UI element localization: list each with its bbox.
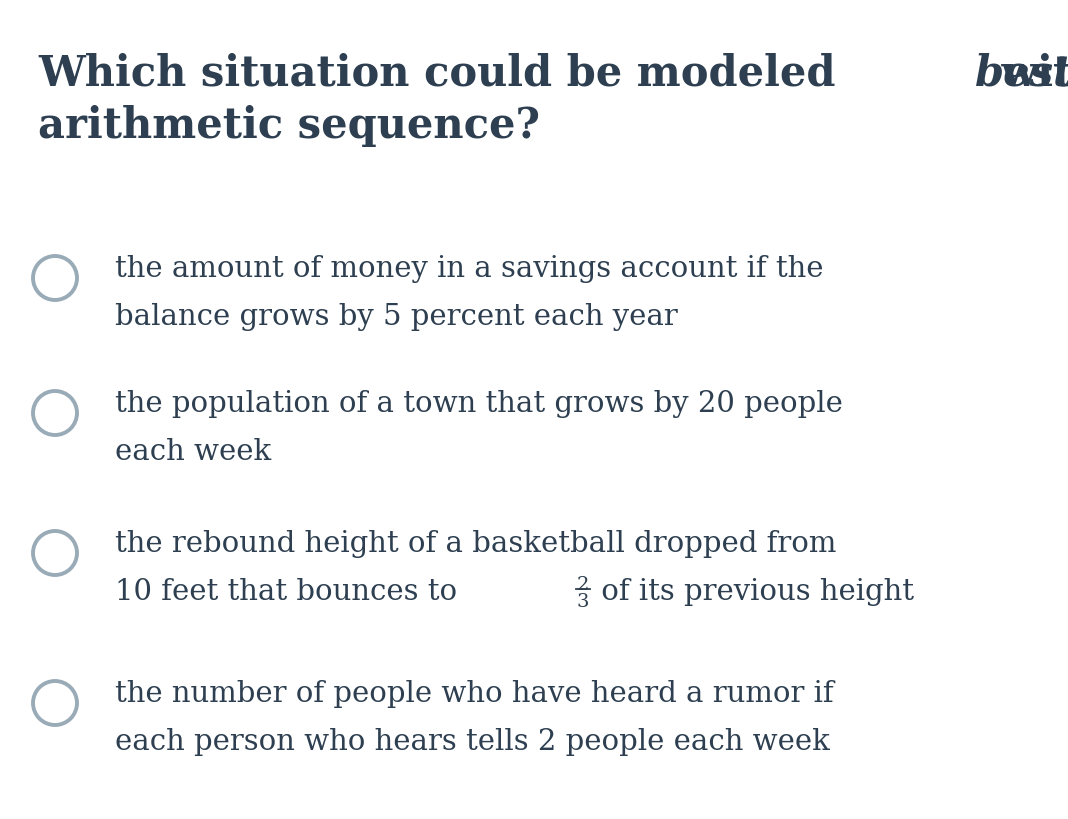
Text: 2: 2	[577, 575, 588, 593]
Text: each week: each week	[115, 437, 271, 465]
Text: 3: 3	[577, 593, 590, 611]
Text: Which situation could be modeled: Which situation could be modeled	[38, 52, 850, 94]
Text: with an: with an	[987, 52, 1068, 94]
Text: each person who hears tells 2 people each week: each person who hears tells 2 people eac…	[115, 727, 830, 755]
Text: best: best	[975, 52, 1068, 94]
Text: balance grows by 5 percent each year: balance grows by 5 percent each year	[115, 303, 678, 331]
Text: of its previous height: of its previous height	[592, 577, 914, 605]
Text: 10 feet that bounces to: 10 feet that bounces to	[115, 577, 467, 605]
Text: the population of a town that grows by 20 people: the population of a town that grows by 2…	[115, 390, 843, 418]
Text: the rebound height of a basketball dropped from: the rebound height of a basketball dropp…	[115, 529, 836, 557]
Text: arithmetic sequence?: arithmetic sequence?	[38, 105, 540, 147]
Text: the number of people who have heard a rumor if: the number of people who have heard a ru…	[115, 679, 834, 707]
Text: the amount of money in a savings account if the: the amount of money in a savings account…	[115, 255, 823, 283]
